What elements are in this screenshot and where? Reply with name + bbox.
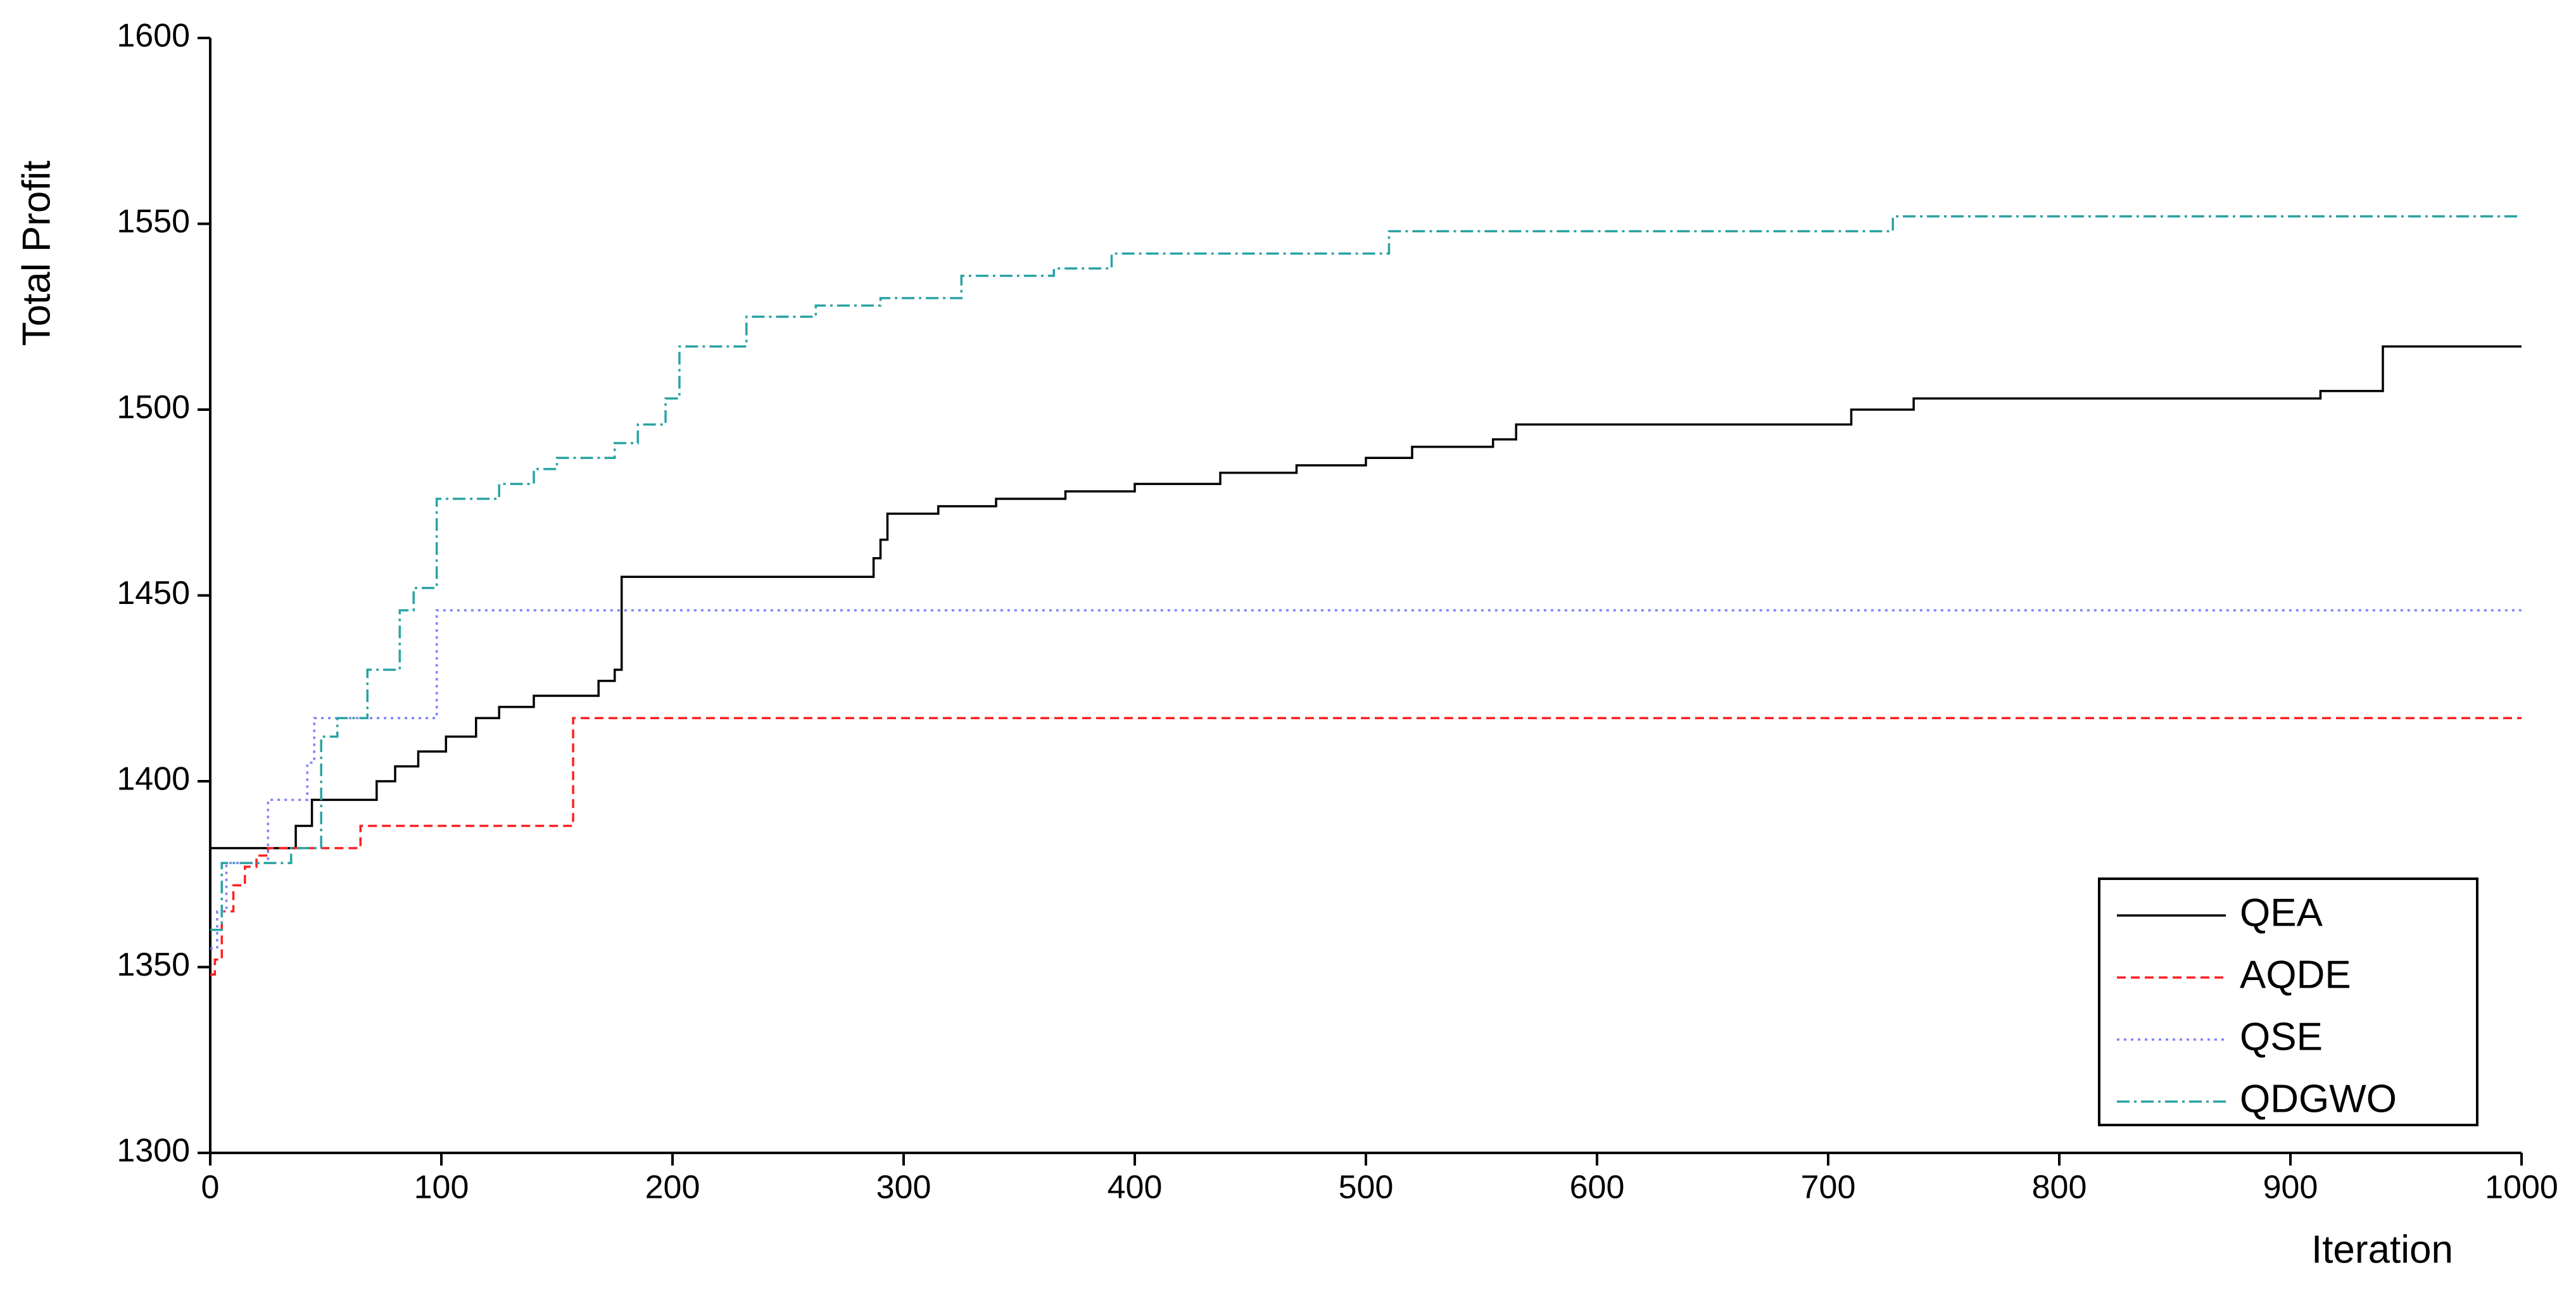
y-tick-label: 1450 [117, 575, 190, 612]
x-tick-label: 0 [201, 1169, 220, 1206]
y-tick-label: 1500 [117, 389, 190, 426]
x-tick-label: 100 [414, 1169, 469, 1206]
x-tick-label: 1000 [2485, 1169, 2558, 1206]
x-tick-label: 400 [1108, 1169, 1163, 1206]
legend-label: QDGWO [2240, 1077, 2397, 1121]
y-tick-label: 1350 [117, 946, 190, 983]
x-tick-label: 900 [2263, 1169, 2318, 1206]
x-tick-label: 600 [1570, 1169, 1625, 1206]
y-tick-label: 1550 [117, 203, 190, 240]
x-tick-label: 500 [1339, 1169, 1394, 1206]
legend-label: QEA [2240, 891, 2323, 934]
x-tick-label: 200 [645, 1169, 700, 1206]
series-line [210, 345, 2522, 850]
x-tick-label: 700 [1801, 1169, 1856, 1206]
legend-box [2098, 877, 2478, 1126]
y-tick-label: 1400 [117, 761, 190, 798]
x-axis-title: Iteration [2311, 1228, 2453, 1271]
y-axis-title: Total Profit [15, 161, 58, 346]
legend-label: AQDE [2240, 953, 2351, 997]
series-line [210, 717, 2522, 976]
x-tick-label: 800 [2032, 1169, 2087, 1206]
legend-label: QSE [2240, 1015, 2323, 1059]
y-tick-label: 1600 [117, 18, 190, 54]
y-tick-label: 1300 [117, 1133, 190, 1169]
series-line [210, 215, 2522, 931]
x-tick-label: 300 [876, 1169, 931, 1206]
